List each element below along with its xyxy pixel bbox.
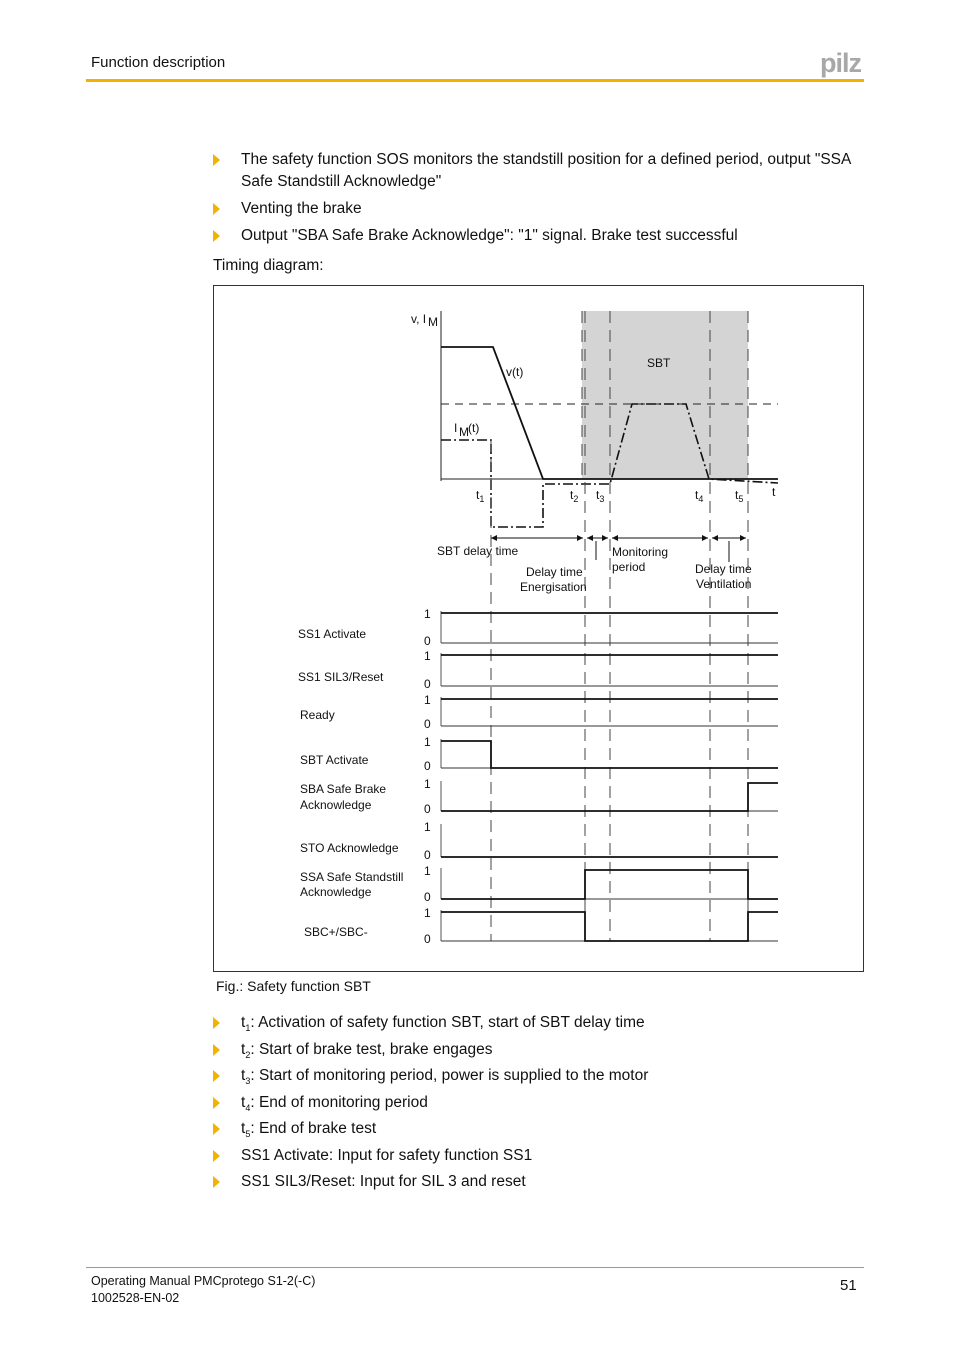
bullet-arrow-icon bbox=[213, 1176, 220, 1188]
marker-label-t5: t5 bbox=[735, 488, 743, 504]
velocity-label: v(t) bbox=[506, 365, 523, 379]
bullet-arrow-icon bbox=[213, 1123, 220, 1135]
bullet-arrow-icon bbox=[213, 154, 220, 166]
diagram-frame bbox=[213, 285, 864, 972]
arrowhead-icon bbox=[712, 535, 718, 541]
sbt-delay-label: SBT delay time bbox=[437, 544, 518, 558]
signal-name: Acknowledge bbox=[300, 798, 372, 812]
arrowhead-icon bbox=[491, 535, 497, 541]
marker-label-t1: t1 bbox=[476, 488, 484, 504]
bullet-arrow-icon bbox=[213, 1043, 220, 1056]
signal-trace bbox=[441, 911, 778, 942]
level-1-label: 1 bbox=[424, 735, 431, 749]
signal-name: SBC+/SBC- bbox=[304, 925, 368, 939]
figure-caption: Fig.: Safety function SBT bbox=[216, 978, 371, 994]
bullet-arrow-icon bbox=[213, 1070, 220, 1082]
footer-doc-number: 1002528-EN-02 bbox=[91, 1291, 180, 1305]
arrowhead-icon bbox=[577, 535, 583, 541]
level-1-label: 1 bbox=[424, 777, 431, 791]
level-0-label: 0 bbox=[424, 717, 431, 731]
y-axis-label: v, I bbox=[411, 312, 426, 326]
level-1-label: 1 bbox=[424, 864, 431, 878]
level-1-label: 1 bbox=[424, 649, 431, 663]
level-0-label: 0 bbox=[424, 932, 431, 946]
level-0-label: 0 bbox=[424, 890, 431, 904]
signal-trace bbox=[441, 869, 778, 900]
signal-trace bbox=[441, 782, 778, 812]
arrowhead-icon bbox=[702, 535, 708, 541]
level-1-label: 1 bbox=[424, 693, 431, 707]
signal-name: SS1 SIL3/Reset bbox=[298, 670, 384, 684]
velocity-curve bbox=[441, 346, 778, 480]
monitoring-label: period bbox=[612, 560, 645, 574]
level-0-label: 0 bbox=[424, 802, 431, 816]
sbt-shaded-region bbox=[582, 311, 748, 479]
signal-trace bbox=[441, 740, 778, 769]
section-title: Function description bbox=[91, 54, 226, 71]
marker-label-t2: t2 bbox=[570, 488, 578, 504]
arrowhead-icon bbox=[587, 535, 593, 541]
marker-label-t3: t3 bbox=[596, 488, 604, 504]
signal-name: SBT Activate bbox=[300, 753, 369, 767]
level-0-label: 0 bbox=[424, 759, 431, 773]
pilz-logo: pilz bbox=[820, 48, 862, 78]
level-0-label: 0 bbox=[424, 634, 431, 648]
bullet-arrow-icon bbox=[213, 1096, 220, 1109]
current-sub: M bbox=[459, 425, 469, 439]
current-label: I bbox=[454, 421, 457, 435]
signal-name: SSA Safe Standstill bbox=[300, 870, 403, 884]
level-0-label: 0 bbox=[424, 848, 431, 862]
level-0-label: 0 bbox=[424, 677, 431, 691]
delay-energisation-label: Energisation bbox=[520, 580, 587, 594]
signal-name: SBA Safe Brake bbox=[300, 782, 386, 796]
level-1-label: 1 bbox=[424, 906, 431, 920]
arrowhead-icon bbox=[612, 535, 618, 541]
arrowhead-icon bbox=[740, 535, 746, 541]
footer-rule bbox=[86, 1267, 864, 1268]
arrowhead-icon bbox=[602, 535, 608, 541]
bullet-arrow-icon bbox=[213, 203, 220, 215]
sbt-label: SBT bbox=[647, 356, 671, 370]
bullet-arrow-icon bbox=[213, 1017, 220, 1029]
current-suffix: (t) bbox=[468, 421, 479, 435]
delay-ventilation-label: Delay time bbox=[695, 562, 752, 576]
time-axis-label: t bbox=[772, 485, 776, 499]
delay-energisation-label: Delay time bbox=[526, 565, 583, 579]
header-rule bbox=[86, 79, 864, 82]
footer-manual: Operating Manual PMCprotego S1-2(-C) bbox=[91, 1274, 316, 1288]
marker-label-t4: t4 bbox=[695, 488, 703, 504]
bullet-arrow-icon bbox=[213, 1149, 220, 1162]
signal-name: STO Acknowledge bbox=[300, 841, 399, 855]
timing-label: Timing diagram: bbox=[213, 257, 324, 274]
signal-name: SS1 Activate bbox=[298, 627, 366, 641]
page-number: 51 bbox=[840, 1277, 857, 1294]
level-1-label: 1 bbox=[424, 820, 431, 834]
level-1-label: 1 bbox=[424, 607, 431, 621]
signal-name: Ready bbox=[300, 708, 335, 722]
monitoring-label: Monitoring bbox=[612, 545, 668, 559]
delay-ventilation-label: Ventilation bbox=[696, 577, 751, 591]
bullet-arrow-icon bbox=[213, 230, 220, 242]
y-axis-sub: M bbox=[428, 315, 438, 329]
signal-name: Acknowledge bbox=[300, 885, 372, 899]
